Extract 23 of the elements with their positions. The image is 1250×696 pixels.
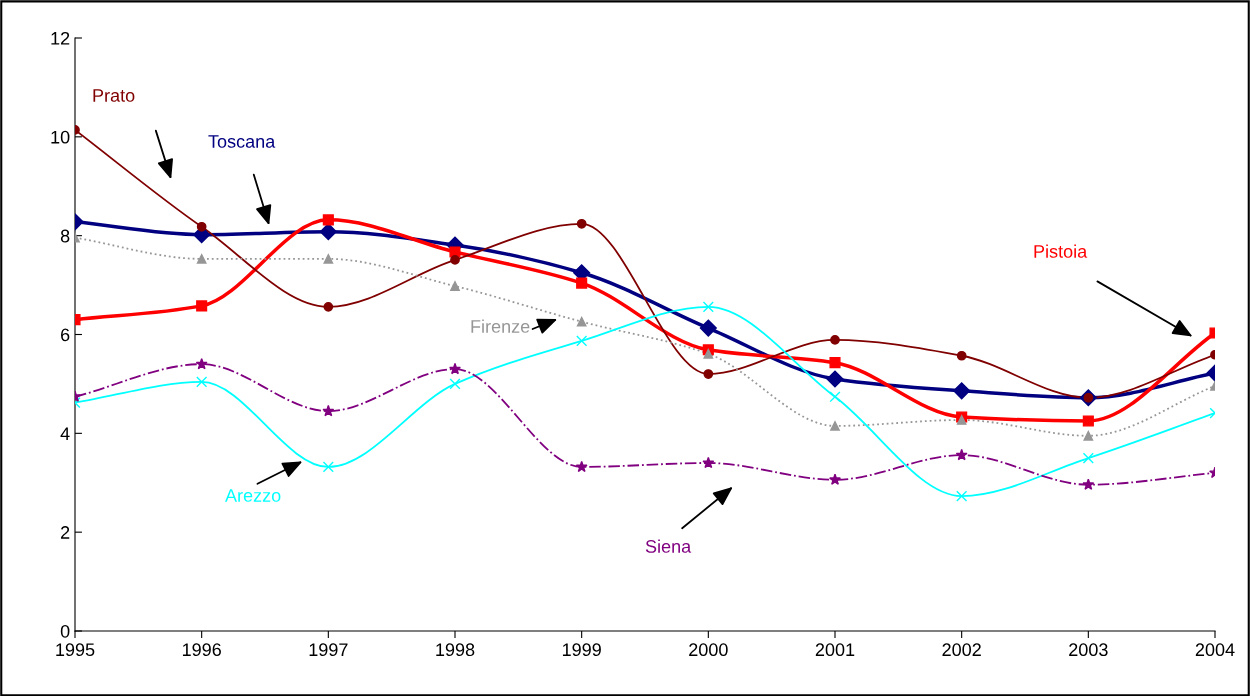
- x-tick-label: 2002: [942, 643, 981, 657]
- text: Arezzo: [225, 489, 281, 502]
- series-label: Prato: [93, 89, 135, 102]
- x-tick-label: 1997: [309, 643, 348, 657]
- y-tick-label: 2: [61, 526, 70, 539]
- x-tick-label: 1998: [436, 643, 475, 657]
- x-tick-label: 1995: [56, 643, 95, 657]
- text: Toscana: [208, 135, 276, 148]
- y-tick-label: 0: [60, 624, 70, 638]
- x-tick-label: 2004: [1195, 643, 1235, 657]
- y-tick-label: 6: [61, 328, 70, 342]
- y-tick-label: 8: [60, 229, 70, 243]
- text: Pistoia: [1034, 244, 1088, 258]
- x-tick-label: 1996: [182, 643, 221, 657]
- y-tick-label: 10: [51, 130, 70, 144]
- x-tick-label: 2001: [815, 643, 855, 657]
- y-tick-label: 4: [60, 427, 70, 440]
- x-tick-label: 1999: [562, 643, 601, 657]
- x-tick-label: 2000: [689, 643, 728, 657]
- text: Siena: [645, 539, 692, 553]
- x-tick-label: 2003: [1069, 643, 1108, 657]
- y-tick-label: 12: [51, 31, 70, 45]
- series-label: Firenze: [471, 319, 530, 333]
